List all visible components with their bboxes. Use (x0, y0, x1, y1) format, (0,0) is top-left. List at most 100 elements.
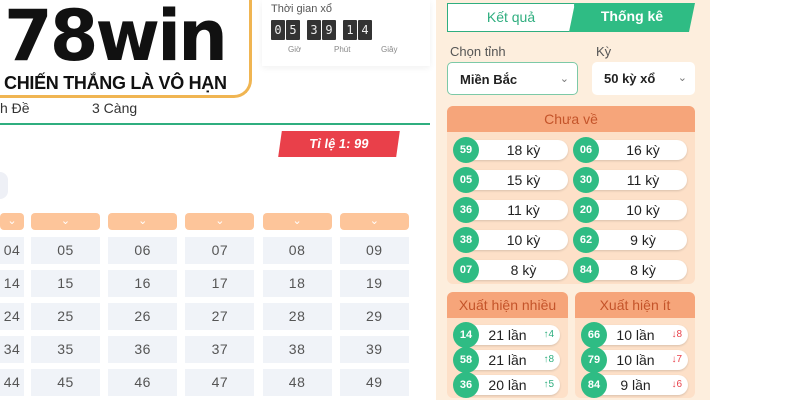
stat-value: 18 kỳ (506, 142, 541, 158)
number-cell[interactable]: 44 (0, 369, 24, 396)
column-filter-chevron-icon[interactable]: ⌄ (262, 213, 332, 230)
chevron-down-icon: ⌄ (559, 73, 569, 85)
number-cell[interactable]: 05 (31, 237, 100, 264)
nhieu-title: Xuất hiện nhiều (447, 292, 568, 318)
stat-value: 16 kỳ (626, 142, 660, 158)
number-cell[interactable]: 29 (339, 303, 409, 330)
tab-de[interactable]: h Đề (0, 100, 30, 116)
number-ball: 05 (453, 167, 479, 193)
unit-seconds: Giây (381, 45, 398, 54)
number-cell[interactable]: 47 (185, 369, 255, 396)
number-cell[interactable]: 49 (339, 369, 409, 396)
number-cell[interactable]: 16 (108, 270, 178, 297)
stat-value: 10 lần (616, 352, 655, 368)
number-cell[interactable]: 07 (185, 237, 255, 264)
stat-item: 06 16 kỳ (573, 137, 687, 163)
timer-digit: 9 (322, 20, 336, 40)
stat-item: 58 21 lần ↑8 (453, 347, 560, 373)
number-ball: 66 (581, 322, 607, 348)
stat-item: 07 8 kỳ (453, 257, 568, 283)
province-select[interactable]: Miền Bắc ⌄ (447, 62, 578, 95)
number-cell[interactable]: 08 (262, 237, 332, 264)
number-cell[interactable]: 04 (0, 237, 24, 264)
number-cell[interactable]: 39 (339, 336, 409, 363)
timer-label: Thời gian xổ (271, 3, 333, 15)
xuat-hien-nhieu-panel: Xuất hiện nhiều 14 21 lần ↑4 58 21 lần ↑8 36 20… (447, 292, 568, 398)
number-cell[interactable]: 45 (31, 369, 100, 396)
number-cell[interactable]: 18 (262, 270, 332, 297)
number-cell[interactable]: 09 (339, 237, 409, 264)
number-cell[interactable]: 25 (31, 303, 100, 330)
number-cell[interactable]: 14 (0, 270, 24, 297)
tab-3-cang[interactable]: 3 Càng (92, 100, 138, 116)
stat-value: 10 kỳ (626, 202, 660, 218)
stat-item: 66 10 lần ↓8 (581, 322, 688, 348)
column-filter-chevron-icon[interactable]: ⌄ (185, 213, 255, 230)
logo-slogan: CHIẾN THẮNG LÀ VÔ HẠN (4, 73, 227, 93)
province-value: Miền Bắc (460, 72, 518, 87)
number-cell[interactable]: 28 (262, 303, 332, 330)
logo-brand: 78win (4, 0, 228, 77)
chua-ve-panel: Chưa về 59 18 kỳ 06 16 kỳ 05 15 kỳ 30 11 kỳ 36 11… (447, 106, 695, 284)
number-ball: 84 (581, 372, 607, 398)
column-filter-chevron-icon[interactable]: ⌄ (108, 213, 178, 230)
ratio-badge: Tỉ lệ 1: 99 (278, 131, 400, 157)
trend-indicator: ↑8 (543, 354, 554, 365)
stat-item: 59 18 kỳ (453, 137, 568, 163)
trend-indicator: ↓6 (671, 379, 682, 390)
column-filter-chevron-icon[interactable]: ⌄ (339, 213, 409, 230)
number-cell[interactable]: 27 (185, 303, 255, 330)
tab-thong-ke[interactable]: Thống kê (569, 3, 695, 32)
trend-indicator: ↑5 (543, 379, 554, 390)
number-cell[interactable]: 19 (339, 270, 409, 297)
tab-underline (0, 123, 430, 125)
number-cell[interactable]: 34 (0, 336, 24, 363)
period-value: 50 kỳ xổ (604, 71, 656, 86)
number-cell[interactable]: 24 (0, 303, 24, 330)
xuat-hien-it-panel: Xuất hiện ít 66 10 lần ↓8 79 10 lần ↓7 84 9 lần… (575, 292, 695, 398)
tab-ket-qua[interactable]: Kết quả (447, 3, 575, 32)
number-cell[interactable]: 17 (185, 270, 255, 297)
stat-item: 05 15 kỳ (453, 167, 568, 193)
number-ball: 38 (453, 227, 479, 253)
scroll-button[interactable] (0, 172, 8, 199)
timer-digit: 0 (271, 20, 285, 40)
chevron-down-icon: ⌄ (677, 72, 687, 84)
period-select[interactable]: 50 kỳ xổ ⌄ (592, 62, 695, 95)
number-ball: 79 (581, 347, 607, 373)
stat-value: 8 kỳ (510, 262, 537, 278)
timer-digit: 4 (358, 20, 372, 40)
number-ball: 07 (453, 257, 479, 283)
number-cell[interactable]: 36 (108, 336, 178, 363)
it-title: Xuất hiện ít (575, 292, 695, 318)
column-filter-chevron-icon[interactable]: ⌄ (0, 213, 24, 230)
number-ball: 36 (453, 372, 479, 398)
stat-value: 21 lần (488, 327, 527, 343)
column-filter-chevron-icon[interactable]: ⌄ (31, 213, 100, 230)
number-cell[interactable]: 46 (108, 369, 178, 396)
logo: 78win CHIẾN THẮNG LÀ VÔ HẠN (0, 0, 252, 98)
stat-item: 84 8 kỳ (573, 257, 687, 283)
number-cell[interactable]: 48 (262, 369, 332, 396)
timer-digit: 3 (307, 20, 321, 40)
number-ball: 06 (573, 137, 599, 163)
number-cell[interactable]: 15 (31, 270, 100, 297)
number-cell[interactable]: 38 (262, 336, 332, 363)
stat-value: 11 kỳ (507, 202, 540, 218)
number-cell[interactable]: 26 (108, 303, 178, 330)
stat-value: 9 lần (620, 377, 651, 393)
number-ball: 58 (453, 347, 479, 373)
number-ball: 62 (573, 227, 599, 253)
trend-indicator: ↓8 (671, 329, 682, 340)
stat-value: 20 lần (488, 377, 527, 393)
stat-item: 14 21 lần ↑4 (453, 322, 560, 348)
province-label: Chọn tỉnh (450, 44, 506, 59)
stat-item: 36 11 kỳ (453, 197, 568, 223)
stat-value: 15 kỳ (506, 172, 541, 188)
number-cell[interactable]: 06 (108, 237, 178, 264)
number-cell[interactable]: 35 (31, 336, 100, 363)
number-cell[interactable]: 37 (185, 336, 255, 363)
stat-value: 21 lần (488, 352, 527, 368)
stat-value: 8 kỳ (630, 262, 656, 278)
